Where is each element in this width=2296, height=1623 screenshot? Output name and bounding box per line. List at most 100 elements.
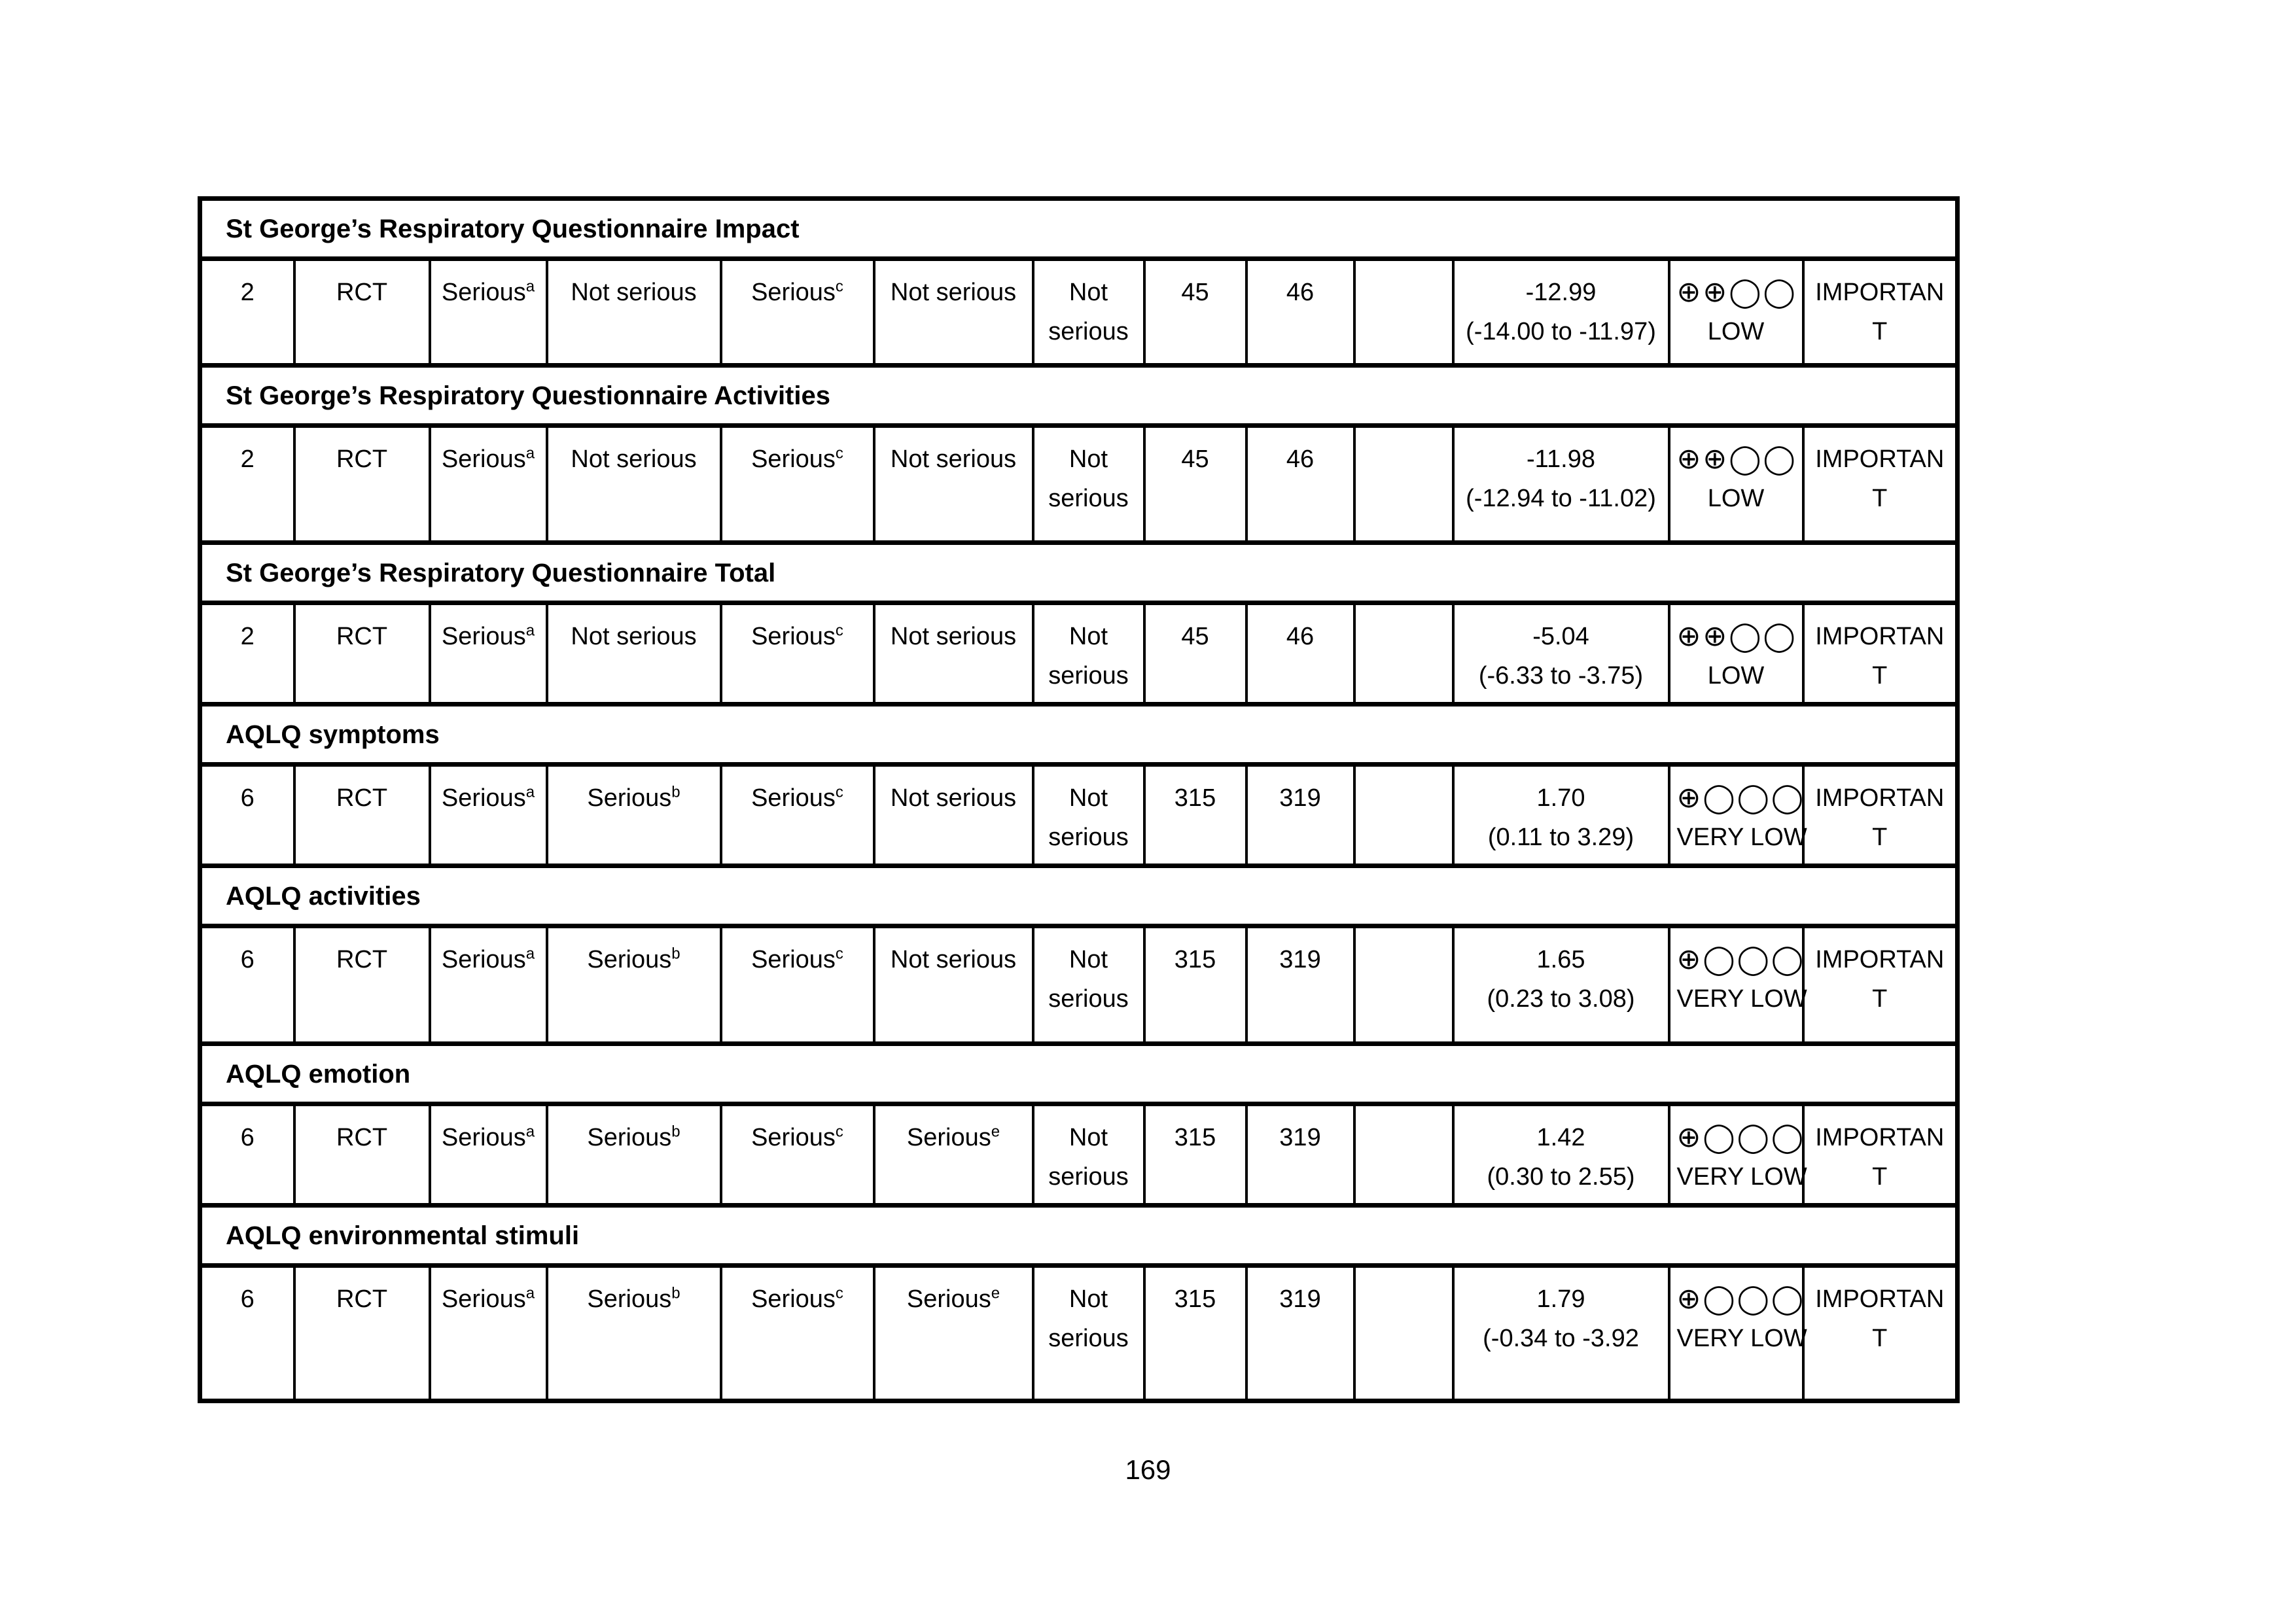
- data-row: 6 RCT Seriousa Seriousb Seriousc Seriouse Not …: [198, 1102, 1959, 1208]
- footnote-marker: c: [835, 945, 843, 963]
- table-cell: ⊕◯◯◯ VERY LOW: [1667, 762, 1807, 868]
- section-header-row: AQLQ environmental stimuli: [198, 1203, 1959, 1268]
- section-header-row: St George’s Respiratory Questionnaire To…: [198, 540, 1959, 605]
- table-cell: Seriousc: [719, 601, 875, 707]
- table-cell: IMPORTANT: [1801, 256, 1959, 368]
- table-cell: ⊕◯◯◯ VERY LOW: [1667, 1102, 1807, 1208]
- table-cell: Seriousa: [428, 924, 548, 1046]
- table-cell: IMPORTANT: [1801, 1102, 1959, 1208]
- table-cell: Not serious: [872, 762, 1034, 868]
- footnote-marker: a: [525, 277, 535, 296]
- table-cell: Seriousc: [719, 762, 875, 868]
- footnote-marker: b: [671, 783, 680, 801]
- table-cell: 6: [198, 1102, 296, 1208]
- table-cell: Seriouse: [872, 1263, 1034, 1403]
- table-cell: Seriousb: [545, 924, 722, 1046]
- table-cell: IMPORTANT: [1801, 423, 1959, 545]
- table-cell: 2: [198, 423, 296, 545]
- footnote-marker: a: [525, 783, 535, 801]
- data-row: 2 RCT Seriousa Not serious Seriousc Not serio…: [198, 423, 1959, 545]
- footnote-marker: a: [525, 621, 535, 640]
- table-cell: Seriousc: [719, 1102, 875, 1208]
- table-cell: 46: [1245, 601, 1356, 707]
- table-cell: Seriousc: [719, 924, 875, 1046]
- table-cell: Not serious: [872, 256, 1034, 368]
- footnote-marker: b: [671, 945, 680, 963]
- table-cell: 315: [1142, 762, 1248, 868]
- table-cell: 45: [1142, 256, 1248, 368]
- table-cell: Seriousa: [428, 423, 548, 545]
- table-cell: IMPORTANT: [1801, 924, 1959, 1046]
- table-cell: Not serious: [1031, 601, 1146, 707]
- footnote-marker: a: [525, 444, 535, 462]
- certainty-circles-icon: ⊕⊕◯◯: [1676, 442, 1797, 476]
- table-cell: 315: [1142, 924, 1248, 1046]
- table-cell: Seriousa: [428, 762, 548, 868]
- certainty-circles-icon: ⊕◯◯◯: [1676, 943, 1806, 976]
- table-cell: -5.04 (-6.33 to -3.75): [1451, 601, 1670, 707]
- section-header-row: St George’s Respiratory Questionnaire Im…: [198, 196, 1959, 261]
- table-cell: [1352, 423, 1455, 545]
- table-cell: RCT: [292, 1263, 431, 1403]
- table-cell: Seriousa: [428, 1263, 548, 1403]
- table-cell: -12.99 (-14.00 to -11.97): [1451, 256, 1670, 368]
- table-cell: Seriousa: [428, 1102, 548, 1208]
- table-cell: Not serious: [872, 924, 1034, 1046]
- footnote-marker: c: [835, 277, 843, 296]
- table-cell: [1352, 924, 1455, 1046]
- table-cell: Seriousb: [545, 762, 722, 868]
- table-cell: 319: [1245, 1263, 1356, 1403]
- table-cell: Not serious: [1031, 1102, 1146, 1208]
- table-cell: 6: [198, 924, 296, 1046]
- footnote-marker: c: [835, 621, 843, 640]
- table-cell: RCT: [292, 601, 431, 707]
- table-cell: Not serious: [545, 256, 722, 368]
- certainty-circles-icon: ⊕◯◯◯: [1676, 781, 1806, 814]
- table-cell: 6: [198, 1263, 296, 1403]
- table-cell: ⊕⊕◯◯ LOW: [1667, 256, 1805, 368]
- table-cell: IMPORTANT: [1801, 762, 1959, 868]
- table-cell: Seriousb: [545, 1263, 722, 1403]
- table-cell: Not serious: [872, 423, 1034, 545]
- data-row: 6 RCT Seriousa Seriousb Seriousc Seriouse Not …: [198, 1263, 1959, 1403]
- table-cell: -11.98 (-12.94 to -11.02): [1451, 423, 1670, 545]
- footnote-marker: b: [671, 1123, 680, 1141]
- table-cell: 319: [1245, 1102, 1356, 1208]
- grade-evidence-table: St George’s Respiratory Questionnaire Im…: [198, 196, 1960, 1403]
- table-cell: ⊕◯◯◯ VERY LOW: [1667, 1263, 1807, 1403]
- table-cell: Seriousc: [719, 423, 875, 545]
- table-cell: Not serious: [1031, 762, 1146, 868]
- table-cell: RCT: [292, 256, 431, 368]
- footnote-marker: e: [991, 1123, 1000, 1141]
- data-row: 6 RCT Seriousa Seriousb Seriousc Not serious N…: [198, 924, 1959, 1046]
- table-cell: Seriousa: [428, 256, 548, 368]
- footnote-marker: c: [835, 783, 843, 801]
- table-cell: Not serious: [1031, 1263, 1146, 1403]
- table-cell: [1352, 256, 1455, 368]
- table-cell: [1352, 762, 1455, 868]
- section-header-row: AQLQ activities: [198, 864, 1959, 928]
- section-title: AQLQ environmental stimuli: [198, 1203, 1959, 1268]
- page-number: 169: [1125, 1454, 1171, 1485]
- table-cell: Not serious: [1031, 924, 1146, 1046]
- table-cell: 1.42 (0.30 to 2.55): [1451, 1102, 1670, 1208]
- table-cell: 1.65 (0.23 to 3.08): [1451, 924, 1670, 1046]
- table-cell: Not serious: [1031, 423, 1146, 545]
- table-cell: Not serious: [1031, 256, 1146, 368]
- section-title: St George’s Respiratory Questionnaire To…: [198, 540, 1959, 605]
- data-row: 2 RCT Seriousa Not serious Seriousc Not serio…: [198, 601, 1959, 707]
- table-cell: Not serious: [545, 601, 722, 707]
- table-cell: 315: [1142, 1263, 1248, 1403]
- section-title: AQLQ symptoms: [198, 702, 1959, 767]
- data-row: 6 RCT Seriousa Seriousb Seriousc Not serious N…: [198, 762, 1959, 868]
- table-cell: Seriousb: [545, 1102, 722, 1208]
- table-cell: 1.79 (-0.34 to -3.92: [1451, 1263, 1670, 1403]
- table-cell: Seriousa: [428, 601, 548, 707]
- table-cell: 46: [1245, 256, 1356, 368]
- table-cell: 2: [198, 601, 296, 707]
- footnote-marker: a: [525, 945, 535, 963]
- table-cell: 315: [1142, 1102, 1248, 1208]
- table-cell: [1352, 1263, 1455, 1403]
- table-cell: RCT: [292, 1102, 431, 1208]
